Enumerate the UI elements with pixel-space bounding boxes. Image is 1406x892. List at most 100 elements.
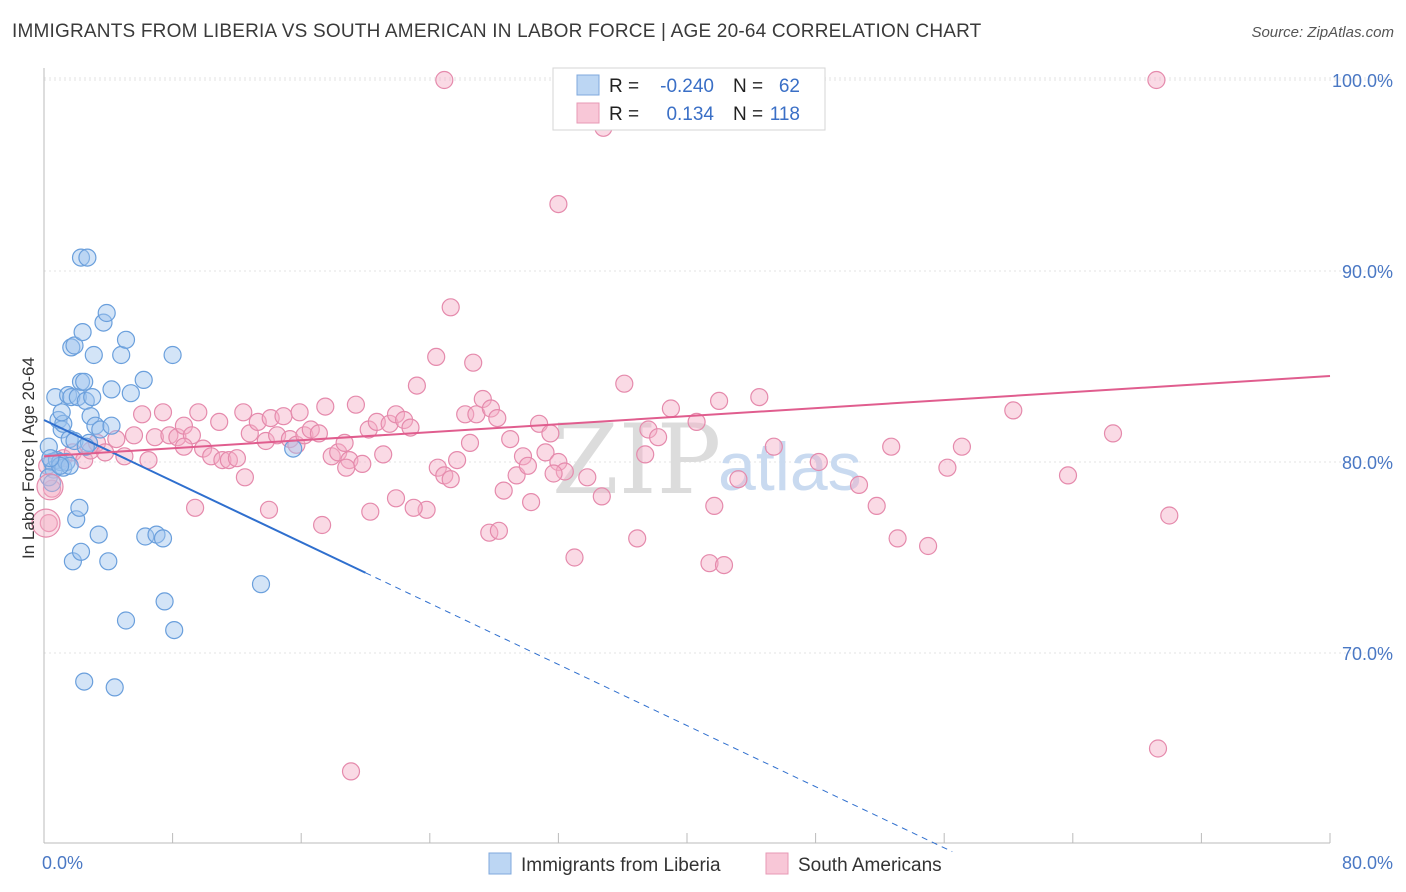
- legend-r-label-liberia: R =: [609, 76, 639, 97]
- point-south-american-112: [849, 475, 869, 494]
- point-south-american-105: [592, 487, 611, 506]
- point-south-american-22: [202, 447, 221, 466]
- point-south-american-86: [888, 529, 907, 548]
- bottom-legend-label-liberia: Immigrants from Liberia: [521, 855, 721, 876]
- point-liberia-6: [50, 452, 70, 472]
- point-south-american-122: [290, 403, 309, 422]
- point-south-american-11: [124, 426, 144, 445]
- point-south-american-114: [952, 437, 972, 456]
- point-south-american-76: [578, 468, 597, 487]
- point-south-american-49: [380, 414, 399, 433]
- point-south-american-111: [809, 452, 828, 472]
- point-south-american-100: [341, 762, 361, 781]
- point-south-american-24: [213, 451, 232, 470]
- point-liberia-59: [284, 439, 303, 458]
- point-south-american-64: [488, 409, 507, 428]
- point-south-american-89: [918, 536, 938, 556]
- point-south-american-66: [501, 430, 520, 449]
- y-tick-label-100: 100.0%: [1332, 71, 1393, 91]
- point-south-american-51: [395, 410, 414, 430]
- point-south-american-1: [42, 479, 62, 498]
- point-south-american-15: [153, 403, 173, 422]
- point-south-american-124: [337, 458, 356, 477]
- point-liberia-32: [73, 323, 92, 342]
- point-south-american-92: [441, 298, 460, 317]
- point-liberia-30: [62, 338, 81, 357]
- point-liberia-38: [102, 380, 121, 399]
- point-liberia-52: [155, 592, 174, 611]
- point-liberia-37: [116, 330, 136, 349]
- point-south-american-80: [648, 428, 668, 447]
- legend-r-label-south-americans: R =: [609, 104, 639, 125]
- point-south-american-26: [227, 449, 246, 468]
- point-liberia-23: [81, 407, 100, 426]
- point-south-american-68: [513, 447, 533, 466]
- point-liberia-14: [52, 403, 71, 422]
- point-liberia-29: [102, 416, 121, 435]
- point-south-american-95: [549, 195, 568, 214]
- point-south-american-82: [709, 391, 729, 410]
- legend-swatch-liberia: [576, 74, 600, 96]
- point-south-american-117: [1103, 424, 1123, 443]
- point-south-american-127: [404, 498, 423, 517]
- point-south-american-74: [555, 462, 574, 481]
- point-liberia-43: [71, 542, 91, 561]
- trend-line-south-americans: [43, 375, 1331, 458]
- point-south-american-99: [1147, 70, 1166, 90]
- point-liberia-21: [75, 372, 94, 391]
- point-south-american-94: [464, 353, 483, 372]
- point-liberia-45: [70, 498, 89, 517]
- trend-layer: [43, 375, 1331, 853]
- point-south-american-83: [705, 496, 724, 515]
- point-south-american-2: [39, 513, 58, 533]
- point-liberia-50: [153, 529, 173, 548]
- legend-r-value-south-americans: 0.134: [666, 104, 714, 125]
- y-axis-label: In Labor Force | Age 20-64: [19, 357, 38, 559]
- point-liberia-46: [89, 525, 108, 544]
- point-south-american-77: [615, 374, 634, 393]
- y-tick-label-70: 70.0%: [1342, 644, 1393, 664]
- bottom-legend-swatch-south-americans: [765, 852, 789, 875]
- point-south-american-73: [549, 452, 568, 472]
- watermark-atlas: atlas: [718, 429, 862, 505]
- x-tick-labels: 0.0% 80.0%: [42, 853, 1393, 873]
- point-liberia-48: [136, 527, 155, 546]
- point-south-american-9: [107, 430, 126, 449]
- legend-swatch-south-americans: [576, 102, 600, 124]
- point-south-american-116: [1058, 466, 1078, 485]
- point-south-american-120: [235, 468, 254, 487]
- legend-n-label-south-americans: N =: [733, 104, 763, 125]
- point-south-american-109: [729, 470, 748, 489]
- point-south-american-20: [189, 403, 208, 422]
- point-south-american-108: [687, 412, 706, 431]
- y-tick-label-80: 80.0%: [1342, 453, 1393, 473]
- point-south-american-113: [882, 437, 901, 456]
- point-liberia-56: [71, 248, 91, 267]
- point-south-american-121: [259, 500, 279, 519]
- point-south-american-110: [764, 437, 783, 456]
- chart-title: IMMIGRANTS FROM LIBERIA VS SOUTH AMERICA…: [12, 21, 982, 42]
- point-south-american-48: [374, 445, 393, 464]
- point-south-american-106: [636, 445, 655, 464]
- point-south-american-23: [210, 412, 229, 431]
- point-liberia-33: [84, 345, 103, 365]
- series-legend: Immigrants from Liberia South Americans: [488, 852, 942, 876]
- points-layer: [31, 70, 1179, 781]
- point-liberia-47: [99, 552, 118, 571]
- legend-n-value-south-americans: 118: [770, 104, 800, 125]
- point-liberia-16: [62, 388, 81, 407]
- point-liberia-28: [91, 420, 110, 439]
- point-liberia-54: [75, 672, 94, 691]
- point-south-american-115: [1004, 401, 1023, 420]
- point-liberia-35: [97, 303, 116, 323]
- point-south-american-107: [661, 399, 681, 418]
- point-liberia-41: [163, 345, 182, 365]
- point-south-american-45: [353, 454, 372, 473]
- point-south-american-87: [867, 496, 886, 515]
- point-south-american-60: [460, 433, 480, 452]
- legend-n-label-liberia: N =: [733, 76, 763, 97]
- bottom-legend-label-south-americans: South Americans: [798, 855, 942, 876]
- point-south-american-63: [481, 399, 500, 418]
- point-south-american-12: [133, 405, 152, 424]
